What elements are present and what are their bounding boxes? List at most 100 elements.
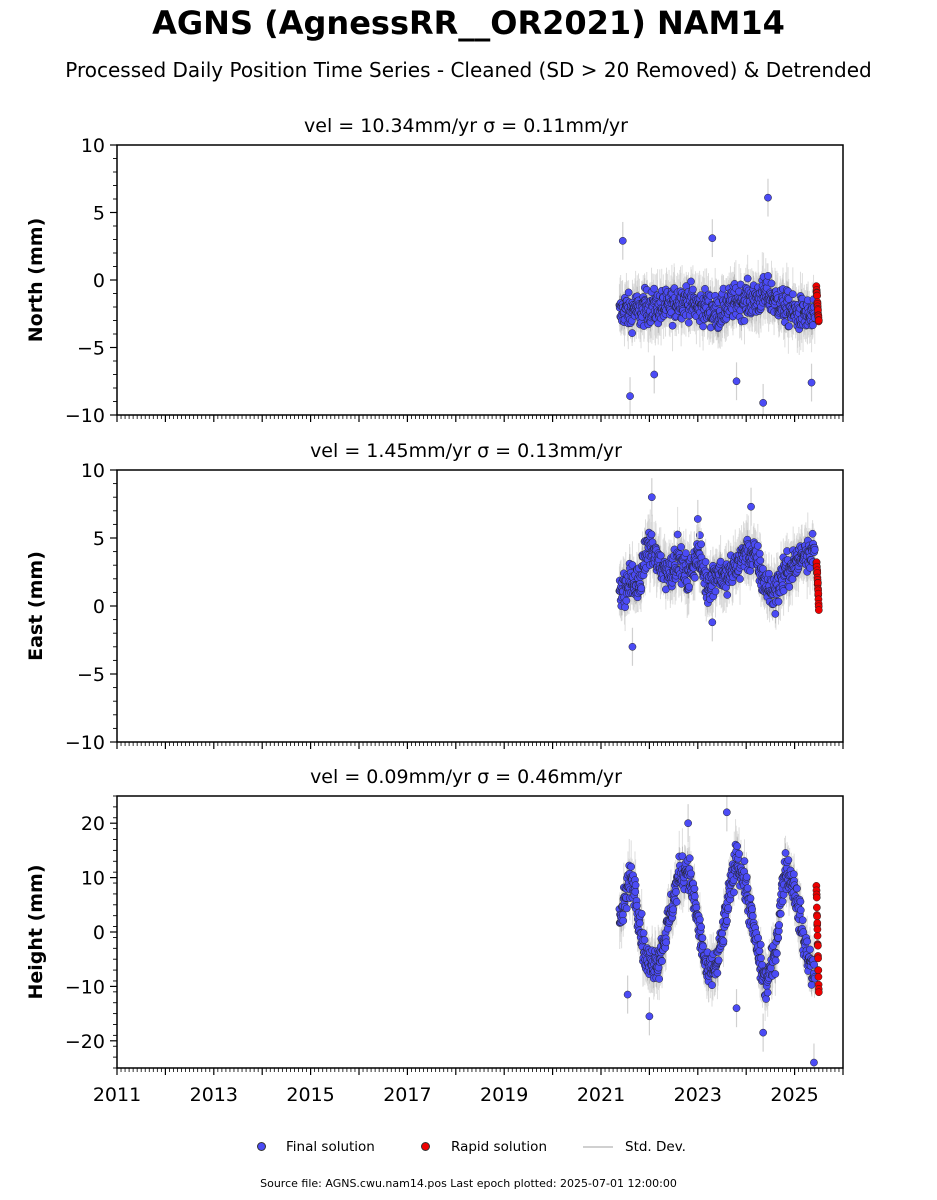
final-solution-point — [692, 903, 701, 912]
final-solution-point — [656, 551, 665, 560]
final-solution-point — [754, 934, 762, 942]
final-solution-point — [639, 929, 648, 937]
final-solution-point — [807, 378, 816, 387]
final-solution-point — [762, 995, 770, 1003]
final-solution-point — [662, 938, 671, 947]
final-solution-point — [711, 587, 720, 596]
final-solution-point — [759, 565, 767, 573]
final-solution-point — [647, 530, 656, 539]
final-solution-point — [809, 321, 817, 330]
y-tick-label: 5 — [93, 528, 105, 550]
final-solution-point — [735, 849, 743, 858]
final-solution-point — [698, 934, 707, 942]
final-solution-point — [669, 905, 678, 914]
final-solution-point — [668, 321, 677, 330]
final-solution-point — [756, 940, 765, 949]
final-solution-point — [743, 884, 752, 892]
final-solution-point — [690, 884, 699, 893]
final-solution-point — [740, 857, 749, 865]
final-solution-point — [618, 237, 627, 245]
y-tick-label: −10 — [65, 405, 105, 427]
plot-area-3 — [615, 796, 823, 1068]
rapid-solution-point — [814, 316, 823, 325]
final-solution-point — [810, 545, 819, 554]
final-solution-point — [708, 618, 717, 627]
final-solution-point — [708, 981, 716, 990]
y-axis-label: East (mm) — [25, 551, 47, 661]
final-solution-point — [627, 862, 636, 871]
final-solution-point — [713, 969, 722, 977]
final-solution-point — [624, 288, 633, 297]
final-solution-point — [748, 905, 756, 913]
panel-title: vel = 1.45mm/yr σ = 0.13mm/yr — [310, 440, 622, 462]
final-solution-point — [628, 642, 637, 651]
final-solution-point — [748, 912, 757, 920]
final-solution-point — [747, 502, 755, 511]
rapid-solution-point — [814, 606, 823, 614]
final-solution-point — [724, 904, 733, 912]
figure-title: AGNS (AgnessRR__OR2021) NAM14 — [152, 4, 785, 42]
final-solution-point — [774, 597, 783, 606]
y-tick-label: 0 — [93, 596, 105, 618]
final-solution-point — [697, 923, 706, 931]
final-solution-point — [690, 892, 699, 901]
final-solution-point — [626, 392, 634, 400]
final-solution-point — [622, 904, 631, 913]
rapid-solution-point — [813, 291, 821, 300]
y-tick-label: −5 — [77, 338, 105, 360]
final-solution-point — [621, 603, 629, 612]
final-solution-point — [771, 956, 780, 965]
final-solution-point — [684, 318, 693, 327]
y-tick-label: 10 — [81, 460, 105, 482]
y-tick-label: −5 — [77, 664, 105, 686]
final-solution-point — [743, 274, 752, 283]
final-solution-point — [757, 954, 765, 962]
final-solution-point — [637, 909, 646, 918]
final-solution-point — [640, 936, 649, 944]
final-solution-point — [696, 915, 704, 924]
final-solution-point — [633, 901, 641, 910]
final-solution-point — [631, 881, 640, 890]
plot-frame — [116, 144, 844, 416]
final-solution-point — [763, 988, 772, 997]
y-tick-label: −10 — [65, 732, 105, 754]
plot-area-1 — [615, 178, 823, 415]
final-solution-point — [732, 377, 741, 386]
final-solution-point — [755, 549, 764, 558]
final-solution-point — [736, 575, 744, 583]
final-solution-point — [690, 573, 699, 582]
final-solution-point — [701, 558, 710, 566]
final-solution-point — [755, 947, 764, 955]
final-solution-point — [628, 329, 636, 337]
final-solution-point — [655, 975, 664, 983]
plot-frame — [116, 469, 844, 743]
final-solution-point — [658, 957, 666, 966]
final-solution-point — [699, 942, 707, 951]
final-solution-point — [785, 583, 794, 591]
final-solution-point — [619, 916, 628, 925]
final-solution-point — [779, 587, 788, 595]
y-tick-label: 0 — [93, 270, 105, 292]
final-solution-point — [764, 193, 772, 202]
final-solution-point — [773, 949, 781, 958]
final-solution-point — [764, 272, 772, 280]
final-solution-point — [685, 582, 693, 591]
final-solution-point — [677, 543, 685, 551]
y-tick-label: 5 — [93, 203, 105, 225]
final-solution-point — [785, 322, 793, 331]
final-solution-point — [759, 399, 767, 407]
panel-title: vel = 10.34mm/yr σ = 0.11mm/yr — [304, 115, 628, 137]
final-solution-point — [647, 493, 656, 502]
final-solution-point — [697, 540, 706, 549]
final-solution-point — [635, 919, 644, 927]
final-solution-point — [650, 284, 658, 293]
final-solution-point — [733, 842, 741, 850]
final-solution-point — [672, 898, 681, 906]
final-solution-point — [693, 515, 702, 523]
final-solution-point — [714, 956, 723, 965]
final-solution-point — [723, 591, 732, 599]
plot-area-2 — [615, 478, 823, 666]
panel-1: vel = 10.34mm/yr σ = 0.11mm/yr North (mm)… — [25, 115, 844, 427]
